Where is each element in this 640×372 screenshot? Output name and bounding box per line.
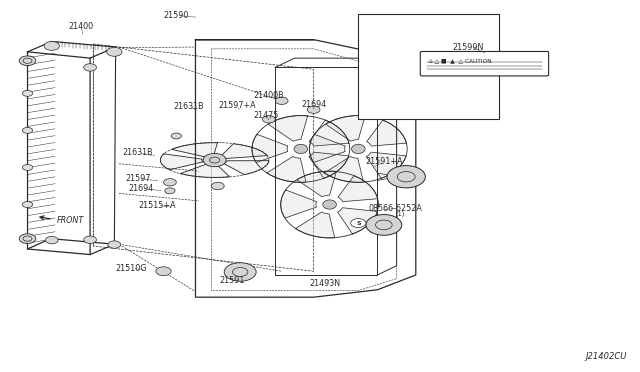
Text: FRONT: FRONT: [57, 216, 84, 225]
Text: 21515+A: 21515+A: [138, 201, 176, 210]
Text: 21400: 21400: [68, 22, 93, 31]
Polygon shape: [268, 116, 308, 141]
Polygon shape: [223, 161, 269, 174]
Text: 21400B: 21400B: [253, 91, 284, 100]
Text: ⌂ △ ■  ▲  △ CAUTION: ⌂ △ ■ ▲ △ CAUTION: [429, 58, 491, 64]
Text: 21597: 21597: [125, 174, 151, 183]
Circle shape: [19, 234, 36, 243]
Circle shape: [84, 64, 97, 71]
Circle shape: [107, 47, 122, 56]
Text: 21510G: 21510G: [116, 264, 147, 273]
Polygon shape: [267, 157, 306, 182]
Polygon shape: [172, 143, 218, 157]
Text: 21694: 21694: [129, 184, 154, 193]
Polygon shape: [338, 208, 378, 234]
Circle shape: [262, 116, 275, 123]
Text: (1): (1): [395, 211, 404, 217]
Circle shape: [22, 202, 33, 208]
Text: S: S: [356, 221, 360, 225]
Circle shape: [19, 56, 36, 65]
Circle shape: [108, 241, 121, 248]
Text: 21590: 21590: [164, 11, 189, 20]
Text: J21402CU: J21402CU: [585, 352, 627, 361]
Polygon shape: [281, 190, 317, 218]
Polygon shape: [324, 157, 364, 182]
Polygon shape: [310, 134, 346, 163]
Polygon shape: [296, 212, 335, 238]
Circle shape: [366, 215, 402, 235]
Circle shape: [211, 182, 224, 190]
Ellipse shape: [351, 144, 365, 154]
Text: 21475: 21475: [253, 111, 278, 120]
Polygon shape: [366, 152, 406, 179]
Circle shape: [307, 106, 320, 113]
Text: 21599N: 21599N: [452, 42, 484, 51]
Text: 21591: 21591: [220, 276, 245, 285]
Polygon shape: [326, 116, 365, 141]
Circle shape: [203, 153, 226, 167]
Polygon shape: [221, 144, 267, 158]
Ellipse shape: [323, 200, 337, 209]
Text: 21694: 21694: [301, 100, 326, 109]
Text: 21591+A: 21591+A: [365, 157, 403, 166]
Text: 21597+A: 21597+A: [218, 101, 256, 110]
Polygon shape: [367, 120, 406, 146]
Polygon shape: [309, 152, 349, 179]
Text: 21493N: 21493N: [310, 279, 340, 288]
Polygon shape: [338, 176, 378, 202]
Circle shape: [224, 263, 256, 281]
Circle shape: [172, 133, 181, 139]
Circle shape: [165, 188, 175, 194]
Circle shape: [84, 236, 97, 243]
Circle shape: [351, 219, 366, 228]
Polygon shape: [161, 154, 203, 170]
Circle shape: [22, 164, 33, 170]
Circle shape: [275, 97, 288, 105]
Circle shape: [156, 267, 172, 276]
Ellipse shape: [294, 144, 308, 154]
Polygon shape: [297, 171, 337, 197]
Circle shape: [164, 179, 176, 186]
Text: 21631B: 21631B: [174, 102, 204, 111]
Circle shape: [387, 166, 426, 188]
Text: 08566-6252A: 08566-6252A: [369, 204, 422, 213]
Circle shape: [22, 90, 33, 96]
Text: 21631B: 21631B: [123, 148, 154, 157]
Circle shape: [22, 128, 33, 134]
Circle shape: [45, 236, 58, 244]
FancyBboxPatch shape: [420, 51, 548, 76]
Polygon shape: [180, 164, 230, 177]
Polygon shape: [252, 134, 288, 163]
Polygon shape: [309, 120, 349, 146]
Circle shape: [44, 41, 60, 50]
FancyBboxPatch shape: [358, 14, 499, 119]
